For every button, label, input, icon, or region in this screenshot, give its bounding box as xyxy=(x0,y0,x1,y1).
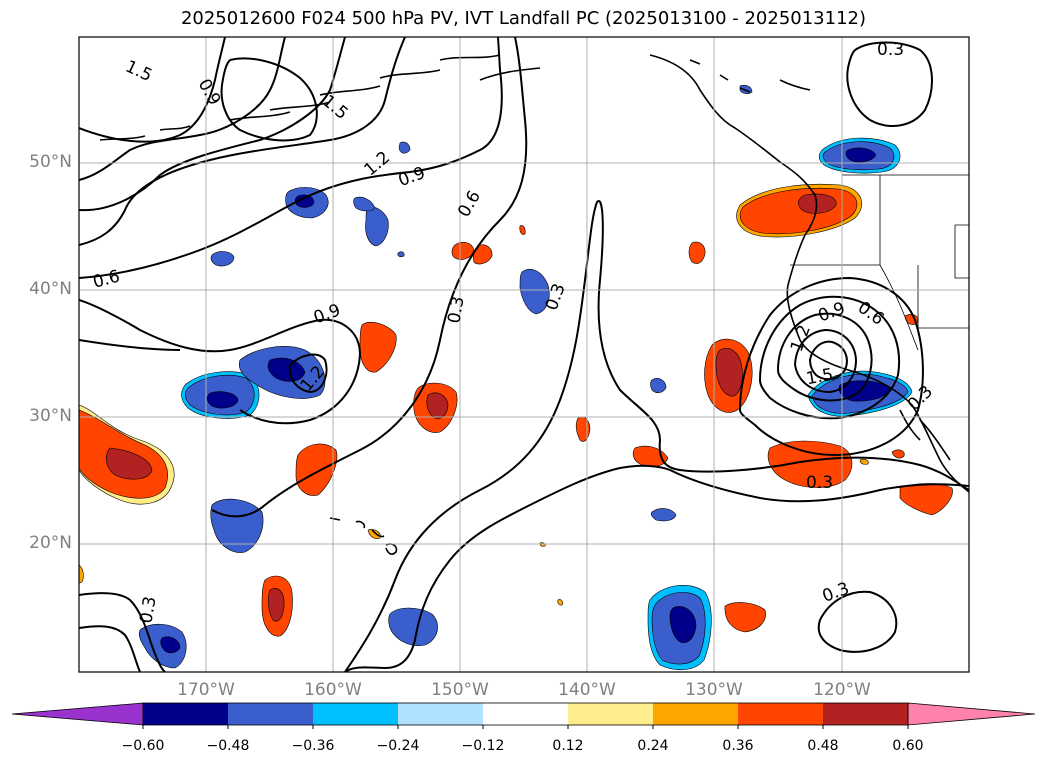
pc-shading-positive xyxy=(79,183,953,637)
colorbar-segment xyxy=(568,703,653,725)
map-background xyxy=(79,37,969,672)
colorbar-segment xyxy=(313,703,398,725)
colorbar-extend-low xyxy=(11,702,144,726)
lat-label: 20°N xyxy=(29,533,72,553)
contour-label: 1.5 xyxy=(805,365,835,389)
lat-label: 50°N xyxy=(29,152,72,172)
pv-contours xyxy=(79,37,969,672)
graticule xyxy=(79,37,969,672)
colorbar-segment xyxy=(143,703,228,725)
lon-label: 160°W xyxy=(304,680,362,700)
contour-label: 0.3 xyxy=(444,295,468,325)
lat-label: 40°N xyxy=(29,279,72,299)
colorbar-tick-label: 0.60 xyxy=(892,738,924,754)
colorbar-extend-high xyxy=(907,702,1036,726)
colorbar-tick-label: −0.24 xyxy=(376,738,420,754)
lon-label: 150°W xyxy=(431,680,489,700)
lon-label: 140°W xyxy=(558,680,616,700)
colorbar-segment xyxy=(653,703,738,725)
colorbar-tick-label: 0.12 xyxy=(552,738,584,754)
colorbar-tick-label: 0.36 xyxy=(722,738,754,754)
colorbar-outline xyxy=(142,702,909,726)
lon-label: 130°W xyxy=(685,680,743,700)
map-title: 2025012600 F024 500 hPa PV, IVT Landfall… xyxy=(180,8,867,29)
colorbar-tick-label: −0.12 xyxy=(461,738,505,754)
colorbar xyxy=(11,702,1036,729)
colorbar-segment xyxy=(483,703,568,725)
colorbar-segment xyxy=(228,703,313,725)
contour-label: 0.3 xyxy=(136,595,160,625)
map-frame xyxy=(78,36,970,673)
contour-label: 0.3 xyxy=(806,473,833,493)
colorbar-tick-label: −0.36 xyxy=(291,738,335,754)
contour-label: 0.3 xyxy=(877,40,904,60)
lon-label: 120°W xyxy=(813,680,871,700)
lat-label: 30°N xyxy=(29,406,72,426)
colorbar-segment xyxy=(398,703,483,725)
colorbar-tick-label: −0.60 xyxy=(121,738,165,754)
colorbar-tick-label: 0.24 xyxy=(637,738,669,754)
colorbar-segment xyxy=(823,703,908,725)
colorbar-tick-label: −0.48 xyxy=(206,738,250,754)
coastlines xyxy=(99,54,969,555)
colorbar-tick-label: 0.48 xyxy=(807,738,839,754)
lon-label: 170°W xyxy=(177,680,235,700)
colorbar-segment xyxy=(738,703,823,725)
